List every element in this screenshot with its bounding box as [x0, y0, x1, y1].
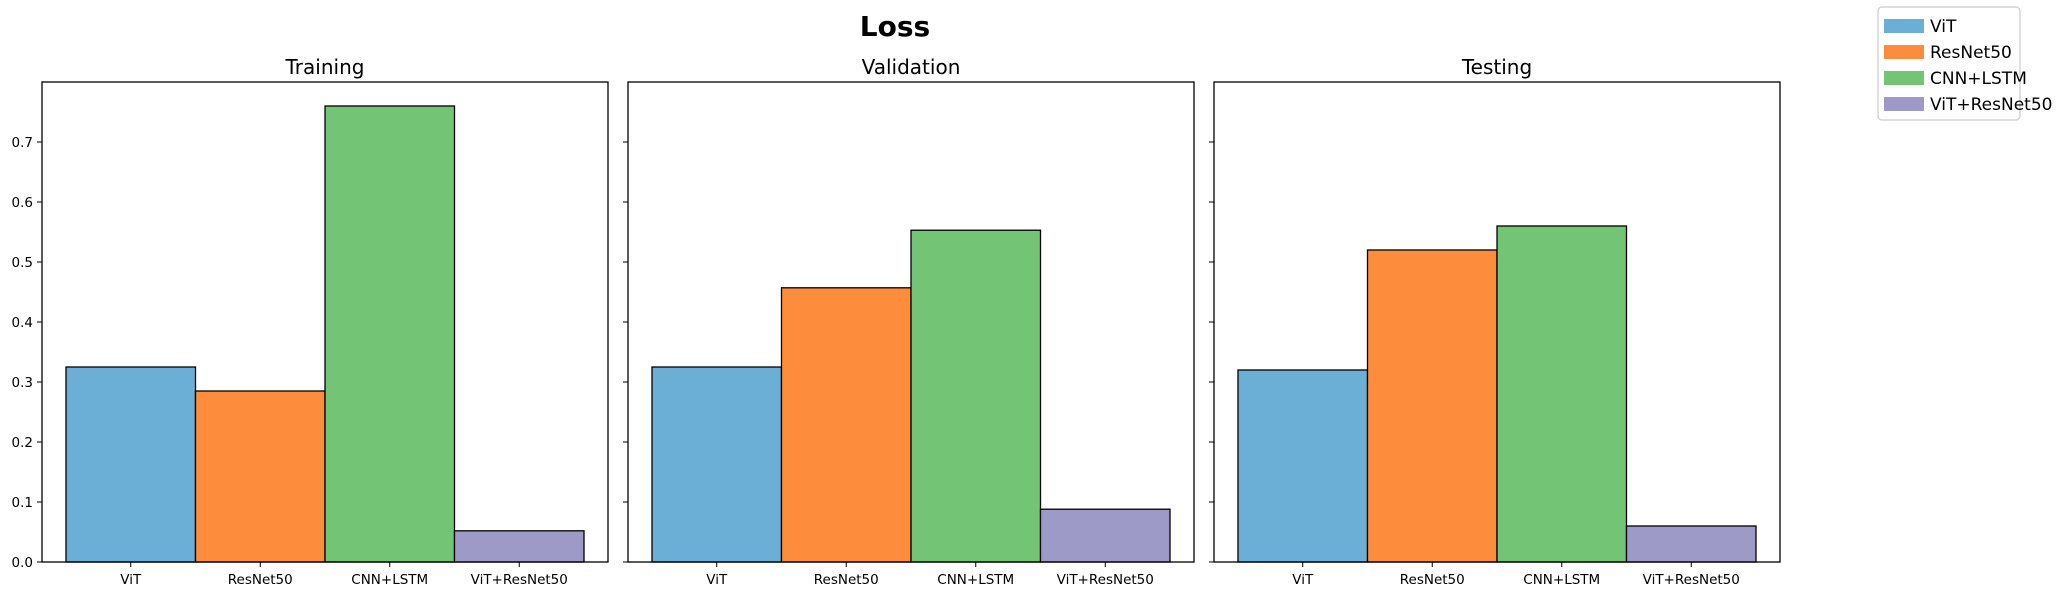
x-tick-label: ResNet50	[1400, 572, 1465, 588]
bar	[453, 530, 585, 563]
x-tick-label: ViT	[120, 572, 142, 588]
x-tick-label: CNN+LSTM	[351, 572, 428, 588]
bar	[194, 390, 326, 563]
y-tick-label: 0.3	[12, 375, 33, 391]
y-tick-label: 0.5	[12, 255, 33, 271]
bar	[1496, 225, 1628, 563]
x-tick-label: ViT+ResNet50	[1643, 572, 1740, 588]
chart-title: Loss	[860, 10, 930, 43]
y-tick-label: 0.0	[12, 555, 33, 571]
bar	[324, 105, 456, 563]
legend-swatch	[1884, 19, 1924, 33]
bar	[65, 366, 197, 563]
bar	[910, 229, 1042, 563]
legend-swatch	[1884, 71, 1924, 85]
legend-swatch	[1884, 45, 1924, 59]
plot-frame	[627, 81, 1195, 563]
panel-title: Testing	[1461, 55, 1532, 79]
plot-frame	[41, 81, 609, 563]
legend-label: ResNet50	[1930, 43, 2012, 63]
x-tick-label: ResNet50	[228, 572, 293, 588]
plot-frame	[1213, 81, 1781, 563]
x-tick-label: ViT+ResNet50	[1057, 572, 1154, 588]
bar	[780, 287, 912, 563]
legend-label: ViT+ResNet50	[1930, 95, 2052, 115]
x-tick-label: CNN+LSTM	[937, 572, 1014, 588]
bar	[1039, 508, 1171, 563]
x-tick-label: ViT+ResNet50	[471, 572, 568, 588]
y-tick-label: 0.1	[12, 495, 33, 511]
panels-group: Training ViT ResNet50 CNN+LSTM ViT+ResNet50 0…	[12, 55, 1781, 588]
legend-label: CNN+LSTM	[1930, 69, 2027, 89]
bar	[651, 366, 783, 563]
y-tick-label: 0.4	[12, 315, 33, 331]
y-tick-label: 0.6	[12, 195, 33, 211]
bar	[1237, 369, 1369, 563]
bar	[1625, 525, 1757, 563]
panel-training: Training ViT ResNet50 CNN+LSTM ViT+ResNet50 0…	[12, 55, 609, 588]
x-tick-label: ResNet50	[814, 572, 879, 588]
x-tick-label: ViT	[1292, 572, 1314, 588]
legend: ViT ResNet50 CNN+LSTM ViT+ResNet50	[1877, 6, 2052, 121]
panel-title: Validation	[862, 55, 961, 79]
panel-title: Training	[285, 55, 365, 79]
x-tick-label: ViT	[706, 572, 728, 588]
panel-validation: Validation ViT ResNet50 CNN+LSTM ViT+ResNet5…	[623, 55, 1195, 588]
legend-box	[1877, 6, 2021, 121]
legend-swatch	[1884, 97, 1924, 111]
panel-testing: Testing ViT ResNet50 CNN+LSTM ViT+ResNet50	[1209, 55, 1781, 588]
y-tick-label: 0.2	[12, 435, 33, 451]
x-tick-label: CNN+LSTM	[1523, 572, 1600, 588]
y-tick-label: 0.7	[12, 135, 33, 151]
bar	[1366, 249, 1498, 563]
legend-label: ViT	[1930, 17, 1957, 37]
